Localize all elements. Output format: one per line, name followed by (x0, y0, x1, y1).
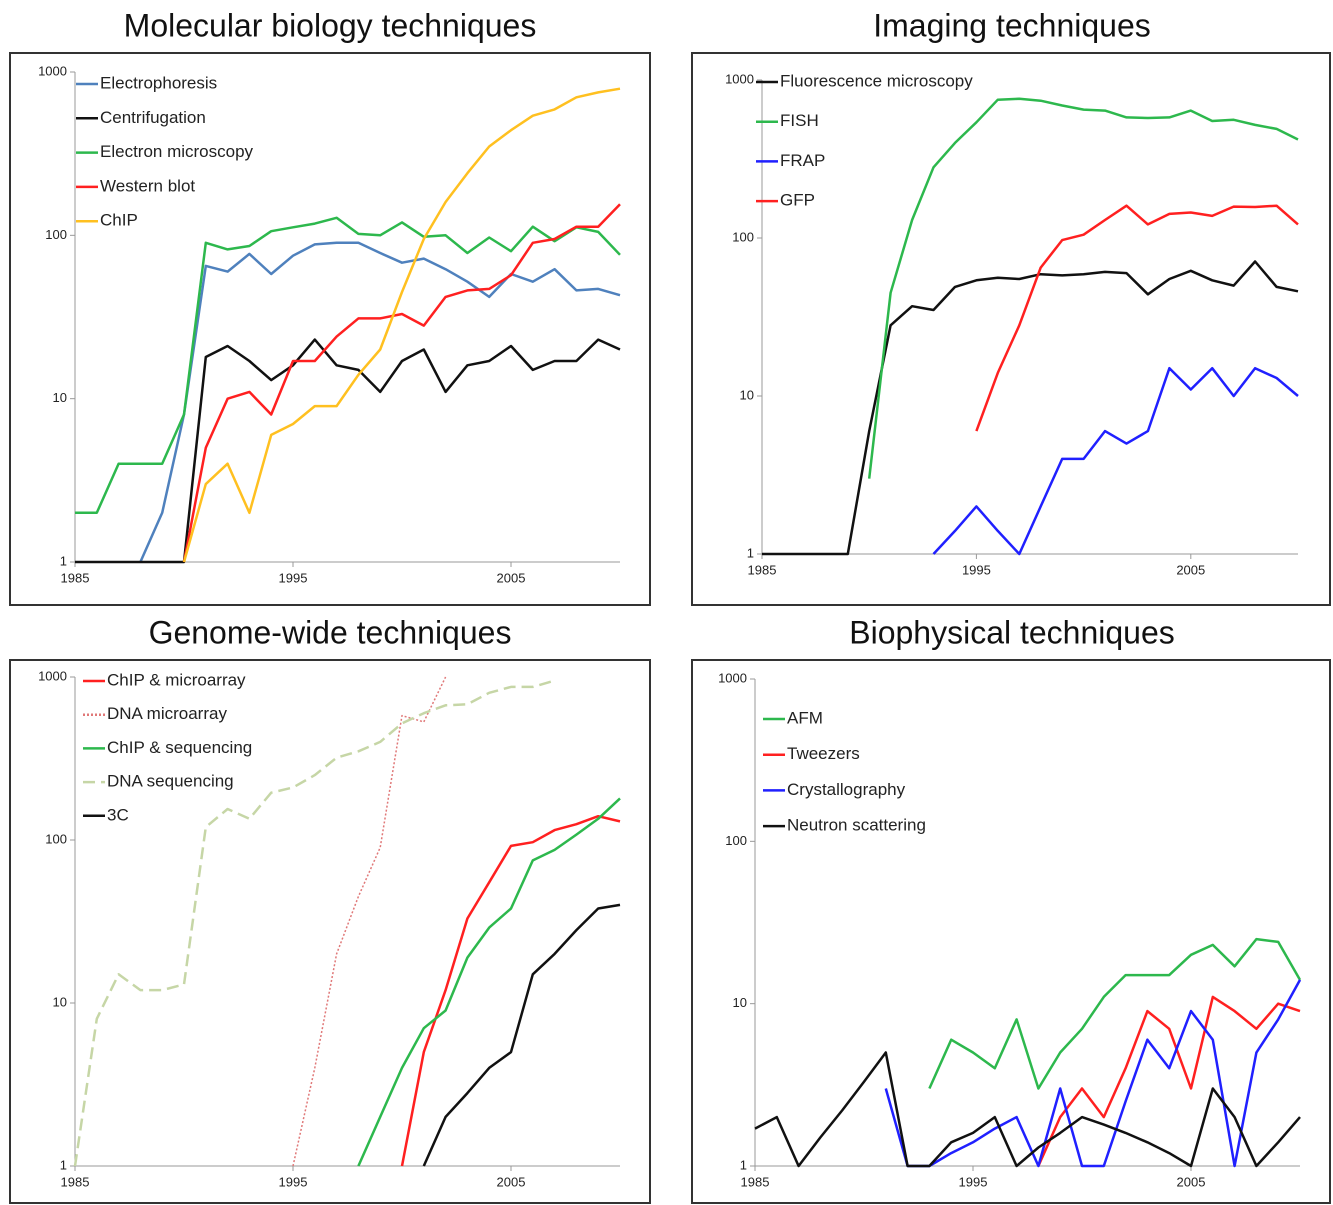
y-tick-label: 100 (732, 229, 754, 244)
series-line (884, 979, 1302, 1168)
series-line (400, 814, 621, 1167)
legend-label: Electrophoresis (100, 73, 217, 92)
series-line (422, 903, 621, 1167)
x-tick-label: 1985 (748, 562, 777, 577)
legend-label: ChIP & microarray (107, 670, 246, 689)
panel-frame (9, 659, 651, 1204)
y-tick-label: 10 (733, 995, 747, 1010)
series-line (928, 937, 1302, 1090)
x-tick-label: 1985 (61, 570, 90, 585)
y-tick-label: 1000 (38, 63, 67, 78)
legend-label: DNA microarray (107, 704, 227, 723)
series-line (139, 241, 621, 563)
series-line (867, 97, 1299, 479)
legend-label: AFM (787, 708, 823, 727)
x-tick-label: 1995 (962, 562, 991, 577)
series-line (75, 216, 621, 515)
x-tick-label: 1985 (741, 1174, 770, 1189)
chart-title: Biophysical techniques (849, 614, 1175, 650)
legend-label: Tweezers (787, 744, 860, 763)
y-tick-label: 1 (60, 1157, 67, 1172)
series-line (932, 366, 1299, 556)
legend-label: ChIP & sequencing (107, 738, 252, 757)
x-tick-label: 2005 (1176, 562, 1205, 577)
legend-label: FISH (780, 111, 819, 130)
series-line (1037, 995, 1301, 1167)
x-tick-label: 2005 (497, 570, 526, 585)
panel-frame (9, 52, 651, 606)
legend-label: Crystallography (787, 780, 906, 799)
y-tick-label: 10 (53, 390, 67, 405)
legend-label: Electron microscopy (100, 142, 254, 161)
legend-label: Neutron scattering (787, 816, 926, 835)
chart-title: Molecular biology techniques (124, 7, 537, 43)
series-line (357, 797, 621, 1167)
series-line (73, 679, 555, 1167)
y-tick-label: 10 (740, 387, 754, 402)
series-line (182, 203, 621, 563)
chart-title: Genome-wide techniques (149, 614, 512, 650)
y-tick-label: 1000 (718, 670, 747, 685)
panel-frame (691, 659, 1331, 1204)
legend-label: 3C (107, 805, 129, 824)
y-tick-label: 1000 (38, 668, 67, 683)
legend-label: GFP (780, 191, 815, 210)
y-tick-label: 1 (740, 1157, 747, 1172)
y-tick-label: 10 (53, 994, 67, 1009)
series-line (754, 1051, 1301, 1168)
x-tick-label: 1995 (279, 1174, 308, 1189)
legend-label: Western blot (100, 176, 195, 195)
x-tick-label: 1985 (61, 1174, 90, 1189)
y-tick-label: 1000 (725, 71, 754, 86)
x-tick-label: 1995 (279, 570, 308, 585)
y-tick-label: 100 (725, 833, 747, 848)
y-tick-label: 100 (45, 831, 67, 846)
panel-frame (691, 52, 1331, 606)
legend-label: ChIP (100, 211, 138, 230)
legend-label: Fluorescence microscopy (780, 71, 973, 90)
y-tick-label: 1 (747, 545, 754, 560)
legend-label: Centrifugation (100, 108, 206, 127)
series-line (762, 260, 1299, 556)
y-tick-label: 1 (60, 553, 67, 568)
chart-title: Imaging techniques (873, 7, 1151, 43)
series-line (182, 87, 621, 563)
legend-label: DNA sequencing (107, 772, 234, 791)
series-line (292, 676, 447, 1167)
x-tick-label: 2005 (497, 1174, 526, 1189)
series-line (975, 204, 1299, 432)
x-tick-label: 1995 (959, 1174, 988, 1189)
legend-label: FRAP (780, 151, 825, 170)
y-tick-label: 100 (45, 227, 67, 242)
series-line (75, 338, 621, 564)
x-tick-label: 2005 (1177, 1174, 1206, 1189)
